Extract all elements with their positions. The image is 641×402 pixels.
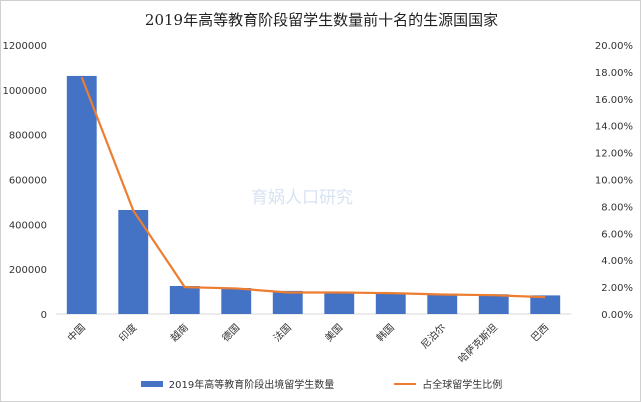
y-tick-label: 600000 bbox=[9, 176, 47, 187]
legend-label-line: 占全球留学生比例 bbox=[422, 380, 503, 391]
x-tick-label: 德国 bbox=[219, 321, 242, 344]
y-tick-label: 1200000 bbox=[2, 41, 47, 52]
y2-tick-label: 10.00% bbox=[595, 176, 633, 187]
legend-swatch-line bbox=[394, 382, 417, 385]
bar bbox=[272, 290, 303, 314]
chart-title: 2019年高等教育阶段留学生数量前十名的生源国国家 bbox=[144, 11, 499, 29]
bar bbox=[530, 295, 561, 314]
y2-tick-label: 20.00% bbox=[595, 41, 633, 52]
y-tick-label: 800000 bbox=[9, 131, 47, 142]
y2-tick-label: 12.00% bbox=[595, 149, 633, 160]
line-series bbox=[80, 76, 546, 299]
bar bbox=[324, 291, 355, 314]
bar bbox=[478, 294, 509, 314]
y2-tick-label: 16.00% bbox=[595, 95, 633, 106]
y-tick-label: 0 bbox=[41, 310, 47, 321]
y2-tick-label: 0.00% bbox=[601, 310, 633, 321]
watermark: 育娲人口研究 bbox=[251, 188, 353, 208]
bar bbox=[375, 292, 406, 314]
legend-label-bar: 2019年高等教育阶段出境留学生数量 bbox=[168, 380, 335, 391]
y2-tick-label: 8.00% bbox=[601, 202, 633, 213]
x-tick-label: 印度 bbox=[116, 321, 139, 344]
x-tick-label: 巴西 bbox=[529, 322, 552, 345]
bar bbox=[66, 75, 97, 314]
y-tick-label: 400000 bbox=[9, 220, 47, 231]
legend-item-line: 占全球留学生比例 bbox=[394, 376, 502, 391]
bar bbox=[221, 287, 252, 314]
bar bbox=[169, 285, 200, 314]
x-tick-label: 中国 bbox=[65, 321, 88, 344]
x-tick-label: 韩国 bbox=[374, 321, 397, 344]
x-tick-label: 法国 bbox=[271, 321, 294, 344]
x-tick-label: 美国 bbox=[322, 321, 345, 344]
y2-tick-label: 14.00% bbox=[595, 122, 633, 133]
bar bbox=[427, 293, 458, 314]
y-tick-label: 200000 bbox=[9, 265, 47, 276]
legend-swatch-bar bbox=[140, 380, 163, 387]
y2-tick-label: 6.00% bbox=[601, 229, 633, 240]
x-tick-label: 越南 bbox=[168, 321, 191, 344]
y2-tick-label: 18.00% bbox=[595, 68, 633, 79]
y-tick-label: 1000000 bbox=[2, 86, 47, 97]
legend: 2019年高等教育阶段出境留学生数量 占全球留学生比例 bbox=[1, 376, 640, 391]
bar bbox=[118, 209, 149, 314]
y2-tick-label: 4.00% bbox=[601, 256, 633, 267]
y2-tick-label: 2.00% bbox=[601, 283, 633, 294]
x-tick-label: 尼泊尔 bbox=[418, 321, 448, 351]
legend-item-bar: 2019年高等教育阶段出境留学生数量 bbox=[140, 376, 335, 391]
x-tick-label: 哈萨克斯坦 bbox=[455, 321, 500, 366]
